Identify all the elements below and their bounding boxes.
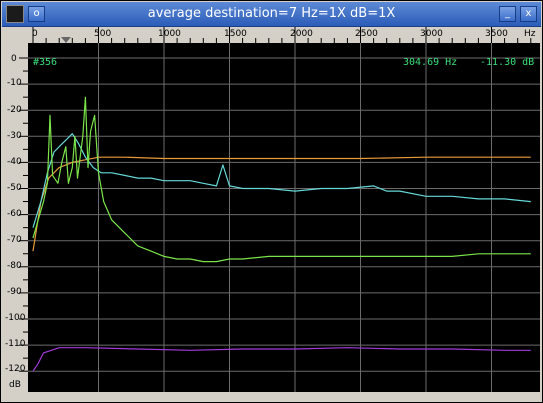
y-tick-label: 0: [11, 54, 17, 64]
y-tick-label: -70: [7, 235, 22, 245]
window-title: average destination=7 Hz=1X dB=1X: [147, 6, 396, 21]
y-unit-label: dB: [9, 380, 21, 390]
series-line-orange: [32, 156, 531, 252]
y-tick-label: -110: [5, 339, 26, 349]
frequency-ruler[interactable]: 0 500 1000 1500 2000 2500 3000 3500 Hz: [28, 27, 540, 44]
x-tick-label: 3000: [420, 29, 443, 39]
level-ruler[interactable]: 0 -10 -20 -30 -40 -50 -60 -70 -80 -90 -1…: [5, 43, 29, 392]
grid-lines: [28, 43, 540, 392]
x-tick-label: 3500: [485, 29, 508, 39]
y-tick-label: -50: [7, 183, 22, 193]
y-tick-label: -40: [7, 157, 22, 167]
y-tick-label: -100: [5, 313, 26, 323]
cursor-marker-icon[interactable]: [61, 37, 71, 43]
series-line-green: [32, 96, 531, 263]
spectrum-plot[interactable]: #356 304.69 Hz -11.30 dB: [28, 43, 540, 392]
x-tick-label: 2500: [355, 29, 378, 39]
app-icon[interactable]: [6, 5, 24, 23]
x-tick-label: 2000: [290, 29, 313, 39]
cursor-index: #356: [33, 57, 58, 68]
spectrum-chart[interactable]: [28, 43, 540, 392]
cursor-level: -11.30 dB: [480, 57, 535, 68]
x-tick-label: 500: [94, 29, 112, 39]
y-tick-label: -120: [5, 364, 26, 374]
y-tick-label: -60: [7, 209, 22, 219]
ruler-corner: [5, 27, 28, 43]
window-menu-button[interactable]: o: [28, 6, 45, 22]
x-tick-label: 0: [32, 29, 38, 39]
title-bar[interactable]: o average destination=7 Hz=1X dB=1X _ x: [2, 2, 541, 27]
y-tick-label: -10: [7, 78, 22, 88]
x-unit-label: Hz: [524, 29, 536, 39]
x-tick-label: 1000: [158, 29, 181, 39]
y-tick-label: -20: [7, 105, 22, 115]
y-tick-label: -30: [7, 131, 22, 141]
close-button[interactable]: x: [520, 6, 537, 22]
cursor-frequency: 304.69 Hz: [403, 57, 458, 68]
minimize-button[interactable]: _: [499, 6, 516, 22]
series-line-cyan: [32, 133, 531, 228]
y-tick-label: -90: [7, 287, 22, 297]
x-tick-label: 1500: [224, 29, 247, 39]
y-tick-label: -80: [7, 261, 22, 271]
series-line-purple: [32, 347, 531, 372]
